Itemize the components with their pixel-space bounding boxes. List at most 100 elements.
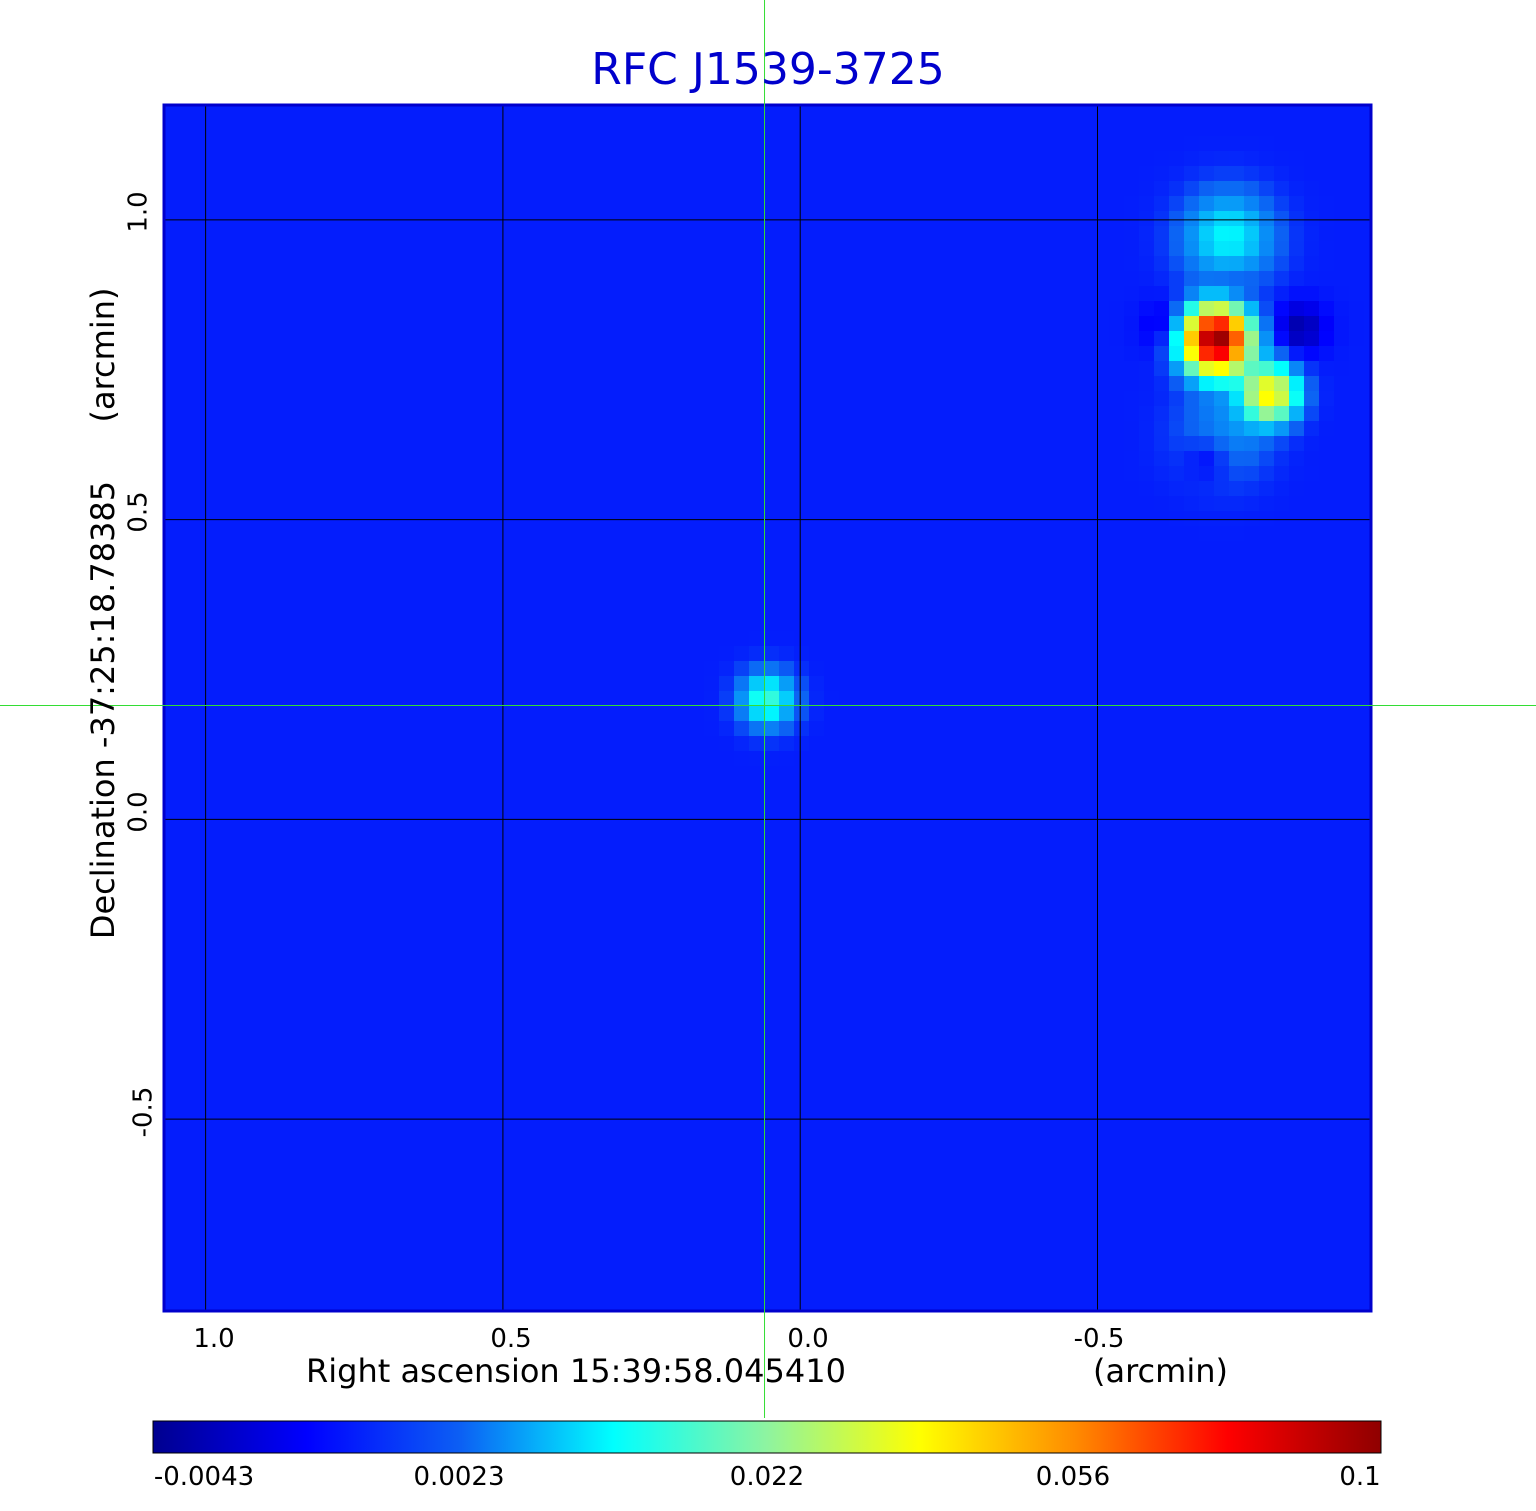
- heatmap-cell: [1094, 541, 1110, 557]
- heatmap-cell: [944, 511, 960, 527]
- heatmap-cell: [614, 241, 630, 257]
- heatmap-cell: [314, 106, 330, 122]
- heatmap-cell: [209, 706, 225, 722]
- heatmap-cell: [494, 976, 510, 992]
- heatmap-cell: [1274, 706, 1290, 722]
- heatmap-cell: [1154, 811, 1170, 827]
- heatmap-cell: [479, 616, 495, 632]
- heatmap-cell: [734, 106, 750, 122]
- heatmap-cell: [674, 1021, 690, 1037]
- heatmap-cell: [539, 526, 555, 542]
- heatmap-cell: [224, 766, 240, 782]
- heatmap-cell: [1169, 976, 1185, 992]
- heatmap-cell: [629, 121, 645, 137]
- heatmap-cell: [1199, 781, 1215, 797]
- heatmap-cell: [1364, 991, 1371, 1007]
- heatmap-cell: [1169, 211, 1185, 227]
- heatmap-cell: [779, 736, 795, 752]
- heatmap-cell: [1274, 901, 1290, 917]
- heatmap-cell: [434, 676, 450, 692]
- heatmap-cell: [1034, 691, 1050, 707]
- heatmap-cell: [764, 301, 780, 317]
- heatmap-cell: [1049, 721, 1065, 737]
- heatmap-cell: [1064, 706, 1080, 722]
- heatmap-cell: [269, 346, 285, 362]
- heatmap-cell: [1304, 376, 1320, 392]
- heatmap-cell: [749, 316, 765, 332]
- heatmap-cell: [1199, 511, 1215, 527]
- heatmap-cell: [374, 211, 390, 227]
- heatmap-cell: [1139, 616, 1155, 632]
- heatmap-cell: [869, 1006, 885, 1022]
- heatmap-cell: [1199, 271, 1215, 287]
- heatmap-cell: [374, 526, 390, 542]
- heatmap-cell: [1019, 646, 1035, 662]
- heatmap-cell: [749, 751, 765, 767]
- heatmap-cell: [164, 901, 180, 917]
- heatmap-cell: [164, 481, 180, 497]
- heatmap-cell: [1124, 181, 1140, 197]
- heatmap-cell: [374, 826, 390, 842]
- heatmap-cell: [509, 211, 525, 227]
- heatmap-cell: [554, 856, 570, 872]
- heatmap-cell: [659, 511, 675, 527]
- heatmap-cell: [1019, 736, 1035, 752]
- heatmap-cell: [1139, 211, 1155, 227]
- heatmap-cell: [674, 946, 690, 962]
- heatmap-cell: [404, 976, 420, 992]
- heatmap-cell: [1049, 421, 1065, 437]
- heatmap-cell: [899, 316, 915, 332]
- heatmap-cell: [1064, 871, 1080, 887]
- heatmap-cell: [944, 451, 960, 467]
- heatmap-cell: [644, 676, 660, 692]
- heatmap-cell: [929, 301, 945, 317]
- heatmap-cell: [1334, 241, 1350, 257]
- heatmap-cell: [179, 991, 195, 1007]
- heatmap-cell: [1139, 436, 1155, 452]
- heatmap-cell: [209, 121, 225, 137]
- heatmap-cell: [734, 556, 750, 572]
- heatmap-cell: [269, 526, 285, 542]
- heatmap-cell: [1349, 121, 1365, 137]
- heatmap-cell: [719, 406, 735, 422]
- heatmap-cell: [539, 421, 555, 437]
- heatmap-cell: [299, 331, 315, 347]
- heatmap-cell: [1229, 736, 1245, 752]
- heatmap-cell: [224, 556, 240, 572]
- heatmap-cell: [1274, 106, 1290, 122]
- heatmap-cell: [839, 1021, 855, 1037]
- heatmap-cell: [494, 541, 510, 557]
- heatmap-cell: [374, 331, 390, 347]
- heatmap-cell: [554, 631, 570, 647]
- heatmap-cell: [269, 391, 285, 407]
- heatmap-cell: [989, 226, 1005, 242]
- heatmap-cell: [1319, 151, 1335, 167]
- heatmap-cell: [449, 556, 465, 572]
- heatmap-cell: [1019, 436, 1035, 452]
- heatmap-cell: [839, 346, 855, 362]
- heatmap-cell: [1334, 211, 1350, 227]
- heatmap-cell: [1109, 796, 1125, 812]
- heatmap-cell: [854, 211, 870, 227]
- heatmap-cell: [1289, 886, 1305, 902]
- heatmap-cell: [899, 436, 915, 452]
- heatmap-cell: [224, 1021, 240, 1037]
- heatmap-cell: [299, 931, 315, 947]
- heatmap-cell: [1109, 166, 1125, 182]
- heatmap-cell: [359, 361, 375, 377]
- heatmap-cell: [614, 331, 630, 347]
- heatmap-cell: [959, 271, 975, 287]
- heatmap-cell: [1169, 886, 1185, 902]
- heatmap-cell: [689, 811, 705, 827]
- heatmap-cell: [1289, 151, 1305, 167]
- heatmap-cell: [1094, 301, 1110, 317]
- heatmap-cell: [869, 106, 885, 122]
- heatmap-cell: [1304, 136, 1320, 152]
- heatmap-cell: [884, 466, 900, 482]
- heatmap-cell: [1214, 706, 1230, 722]
- heatmap-cell: [1364, 646, 1371, 662]
- heatmap-cell: [884, 361, 900, 377]
- heatmap-cell: [254, 421, 270, 437]
- heatmap-cell: [719, 616, 735, 632]
- heatmap-cell: [494, 556, 510, 572]
